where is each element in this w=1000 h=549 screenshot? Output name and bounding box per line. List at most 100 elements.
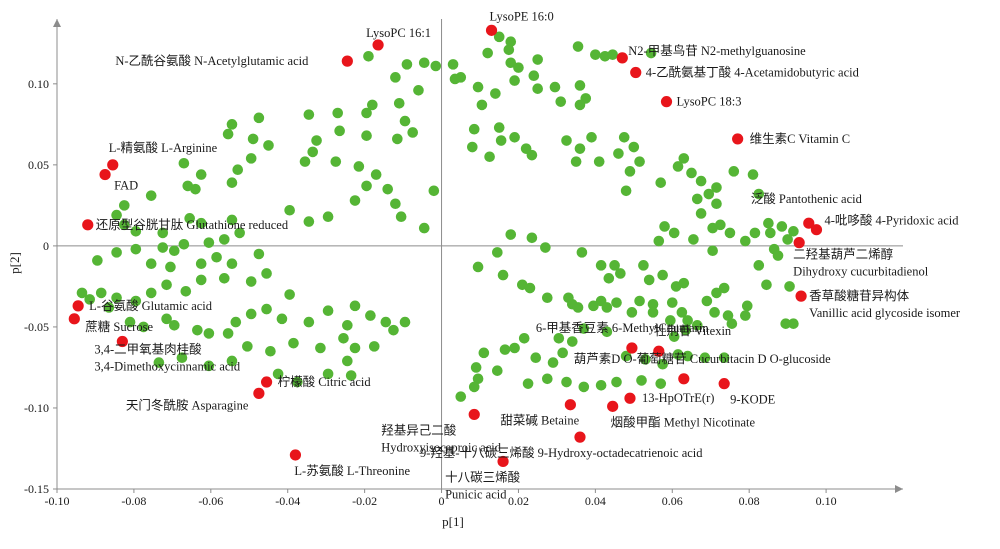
point-label: 泛酸 Pantothenic acid <box>751 191 863 206</box>
highlighted-point <box>624 392 636 404</box>
other-point <box>740 235 751 247</box>
y-tick-label: 0.05 <box>28 158 49 172</box>
other-point <box>470 362 482 373</box>
other-point <box>418 222 430 234</box>
other-point <box>226 355 238 367</box>
highlighted-point <box>810 224 823 236</box>
other-point <box>472 261 484 273</box>
x-tick-label: -0.08 <box>121 494 146 508</box>
other-point <box>780 318 792 329</box>
other-point <box>153 357 165 368</box>
other-point <box>718 282 730 294</box>
other-point <box>365 310 376 321</box>
x-axis-title: p[1] <box>442 514 464 529</box>
other-point <box>668 331 680 342</box>
highlighted-point <box>497 455 509 468</box>
other-point <box>678 277 690 289</box>
other-point <box>613 148 624 159</box>
other-point <box>620 350 632 362</box>
highlighted-point <box>82 219 94 231</box>
other-point <box>311 135 322 146</box>
other-point <box>195 274 207 286</box>
other-point <box>724 227 736 239</box>
other-point <box>701 295 713 307</box>
point-label: 13-HpOTrE(r) <box>642 391 714 405</box>
other-point <box>686 167 697 179</box>
other-point <box>361 107 372 119</box>
other-point <box>92 255 103 266</box>
other-point <box>526 149 538 161</box>
other-point <box>380 316 392 328</box>
x-tick-label: 0.08 <box>739 494 760 508</box>
other-point <box>232 164 244 176</box>
other-point <box>741 300 753 312</box>
highlighted-point <box>630 66 642 79</box>
other-point <box>695 208 707 219</box>
other-point <box>653 235 665 247</box>
other-point <box>472 373 484 385</box>
point-label: N-乙酰谷氨酸 N-Acetylglutamic acid <box>115 53 309 68</box>
other-point <box>726 318 738 329</box>
other-point <box>492 365 503 376</box>
other-point <box>345 370 357 381</box>
x-tick-label: 0.04 <box>585 494 606 508</box>
point-label: 9-羟基-十八碳三烯酸 9-Hydroxy-octadecatrienoic a… <box>420 445 703 460</box>
other-point <box>611 376 622 388</box>
other-point <box>509 132 520 143</box>
other-point <box>655 177 667 188</box>
other-point <box>688 234 699 245</box>
other-point <box>226 177 238 188</box>
other-point <box>468 381 480 393</box>
other-point <box>603 273 615 284</box>
other-point <box>672 349 684 360</box>
other-point <box>655 378 667 389</box>
other-point <box>261 303 272 315</box>
other-point <box>634 156 645 167</box>
other-point <box>540 242 551 253</box>
other-point <box>549 81 561 93</box>
other-point <box>707 222 718 234</box>
other-point <box>315 342 326 354</box>
other-point <box>118 219 130 231</box>
other-point <box>368 341 380 352</box>
other-point <box>322 368 334 380</box>
other-point <box>659 221 670 232</box>
other-point <box>342 320 353 331</box>
other-point <box>588 300 599 312</box>
other-point <box>230 316 242 328</box>
y-tick-label: 0.10 <box>28 77 49 91</box>
point-label: LysoPC 18:3 <box>677 95 742 109</box>
other-point <box>367 99 378 111</box>
other-point <box>382 183 394 195</box>
highlighted-point <box>253 387 265 399</box>
other-point <box>388 324 399 336</box>
other-point <box>226 119 238 130</box>
other-point <box>392 133 403 145</box>
other-point <box>124 316 136 328</box>
other-point <box>555 96 567 107</box>
x-tick-label: 0.10 <box>816 494 837 508</box>
other-point <box>711 287 722 299</box>
point-label: LysoPC 16:1 <box>366 26 431 40</box>
other-point <box>593 156 605 167</box>
other-point <box>636 375 647 386</box>
highlighted-point <box>289 449 302 461</box>
point-label: 十八碳三烯酸 Punicic acid <box>445 469 521 501</box>
other-point <box>145 190 157 201</box>
other-point <box>553 332 565 344</box>
highlighted-point <box>793 237 805 249</box>
other-point <box>728 166 740 177</box>
other-point <box>161 313 172 325</box>
highlighted-point <box>616 52 628 64</box>
point-label: 葫芦素D O-葡萄糖苷 Cucurbitacin D O-glucoside <box>574 351 831 366</box>
other-point <box>182 180 194 192</box>
other-point <box>330 156 342 167</box>
point-label: L-精氨酸 L-Arginine <box>109 140 218 155</box>
point-label: 牡荆苷 Vitexin <box>654 324 732 338</box>
other-point <box>303 216 315 227</box>
highlighted-point <box>99 168 111 181</box>
other-point <box>526 232 538 244</box>
point-label: 甜菜碱 Betaine <box>500 414 579 428</box>
other-point <box>620 185 632 197</box>
other-point <box>578 381 590 393</box>
